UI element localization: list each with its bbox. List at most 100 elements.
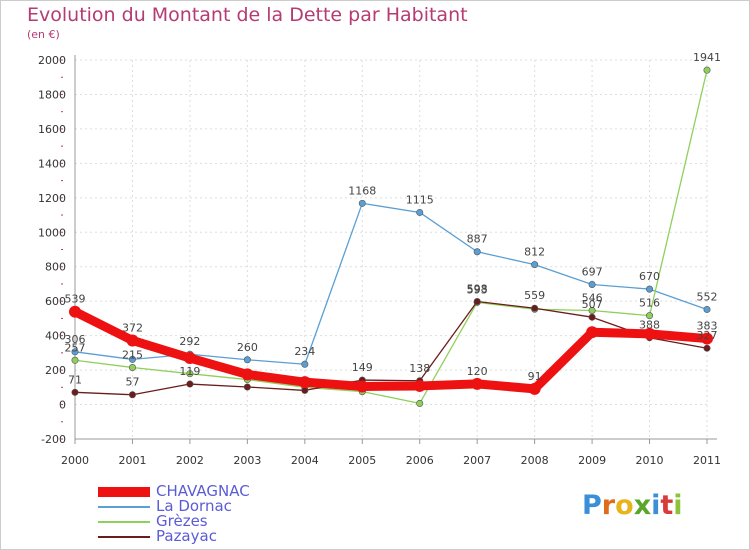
data-label: 327 xyxy=(697,329,718,342)
data-point xyxy=(128,355,136,363)
axes: -200020040060080010001200140016001800200… xyxy=(38,54,721,467)
data-label: 552 xyxy=(697,290,718,303)
logo-letter: o xyxy=(615,490,634,521)
data-point xyxy=(473,248,481,256)
data-label: 546 xyxy=(582,291,603,304)
data-point xyxy=(69,305,81,318)
data-point xyxy=(588,313,596,321)
x-tick-label: 2005 xyxy=(348,454,376,467)
chart-title: Evolution du Montant de la Dette par Hab… xyxy=(27,4,468,26)
data-label: 812 xyxy=(524,246,545,259)
series-line-la-dornac xyxy=(74,202,708,365)
x-tick-label: 2009 xyxy=(578,454,606,467)
legend-label: CHAVAGNAC xyxy=(156,482,250,500)
y-tick-label: -200 xyxy=(41,433,66,446)
data-label: 1941 xyxy=(693,51,721,64)
data-label: 138 xyxy=(409,362,430,375)
data-label: 260 xyxy=(237,341,258,354)
data-point xyxy=(183,352,196,365)
data-label: 292 xyxy=(179,335,200,348)
data-label: 306 xyxy=(65,333,86,346)
series-line-gr-zes xyxy=(74,69,708,404)
data-point xyxy=(128,391,136,399)
data-point xyxy=(128,364,136,372)
y-tick-label: 1200 xyxy=(38,192,66,205)
x-tick-label: 2004 xyxy=(291,454,319,467)
y-tick-label: 600 xyxy=(45,295,66,308)
data-point xyxy=(186,370,194,378)
data-label: 1115 xyxy=(406,193,434,206)
data-point xyxy=(186,380,194,388)
data-label: 887 xyxy=(467,233,488,246)
logo-letter: x xyxy=(633,490,652,521)
data-label: 593 xyxy=(467,283,488,296)
legend-swatch xyxy=(98,506,150,508)
data-point xyxy=(703,344,711,352)
logo-letter: i xyxy=(651,490,661,521)
data-labels: 539 372 120 91 383 306 292 260 234 1168 1115 887 812… xyxy=(65,51,722,389)
x-tick-label: 2001 xyxy=(118,454,146,467)
data-label: 149 xyxy=(352,361,373,374)
data-point xyxy=(416,399,424,407)
data-point xyxy=(356,380,369,393)
data-point xyxy=(703,66,711,74)
y-tick-label: 2000 xyxy=(38,54,66,67)
data-point xyxy=(71,348,79,356)
series-line-pazayac xyxy=(74,300,708,396)
data-point xyxy=(531,304,539,312)
x-tick-label: 2003 xyxy=(233,454,261,467)
logo-letter: r xyxy=(601,490,616,521)
data-point xyxy=(71,356,79,364)
unit-label: (en €) xyxy=(27,28,60,41)
y-tick-label: 1600 xyxy=(38,123,66,136)
data-point xyxy=(71,388,79,396)
y-tick-label: 1400 xyxy=(38,157,66,170)
data-point xyxy=(416,208,424,216)
x-tick-label: 2007 xyxy=(463,454,491,467)
y-tick-label: 1000 xyxy=(38,226,66,239)
data-point xyxy=(643,327,656,340)
x-tick-label: 2000 xyxy=(61,454,89,467)
data-point xyxy=(701,332,713,345)
data-label: 57 xyxy=(125,376,139,389)
x-tick-label: 2011 xyxy=(693,454,721,467)
logo-letter: i xyxy=(673,490,683,521)
y-tick-label: 1800 xyxy=(38,88,66,101)
data-point xyxy=(646,312,654,320)
data-label: 697 xyxy=(582,265,603,278)
legend-label: Grèzes xyxy=(156,512,208,530)
data-point xyxy=(588,306,596,314)
x-tick-label: 2002 xyxy=(176,454,204,467)
data-point xyxy=(413,379,426,392)
data-label: 559 xyxy=(524,289,545,302)
data-label: 215 xyxy=(122,349,143,362)
y-tick-label: 800 xyxy=(45,261,66,274)
data-label: 257 xyxy=(65,341,86,354)
data-point xyxy=(298,376,311,389)
data-point xyxy=(243,356,251,364)
line-chart: -200020040060080010001200140016001800200… xyxy=(38,51,722,467)
legend-label: La Dornac xyxy=(156,497,232,515)
data-point xyxy=(473,298,481,306)
legend-swatch xyxy=(98,521,150,523)
data-label: 1168 xyxy=(348,184,376,197)
legend-swatch xyxy=(98,536,150,538)
data-label: 234 xyxy=(294,345,315,358)
legend-label: Pazayac xyxy=(156,527,217,545)
data-label: 119 xyxy=(179,365,200,378)
data-point xyxy=(243,383,251,391)
data-point xyxy=(301,386,309,394)
x-tick-label: 2008 xyxy=(521,454,549,467)
data-label: 388 xyxy=(639,319,660,332)
data-label: 598 xyxy=(467,283,488,296)
series-line-chavagnac xyxy=(70,307,712,394)
data-label: 120 xyxy=(467,365,488,378)
logo-letter: t xyxy=(660,490,674,521)
data-label: 670 xyxy=(639,270,660,283)
data-point xyxy=(531,261,539,269)
data-point xyxy=(358,199,366,207)
data-label: 539 xyxy=(65,293,86,306)
data-point xyxy=(126,334,139,347)
data-point xyxy=(301,360,309,368)
data-point xyxy=(586,326,599,339)
